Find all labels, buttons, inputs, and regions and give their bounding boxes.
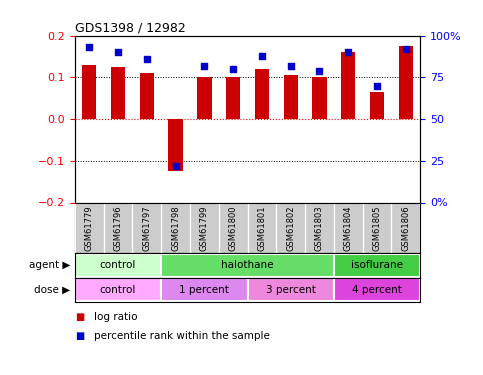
Bar bbox=[161, 254, 334, 277]
Bar bbox=[82, 65, 97, 119]
Bar bbox=[75, 254, 161, 277]
Text: GSM61796: GSM61796 bbox=[114, 205, 123, 251]
Text: 3 percent: 3 percent bbox=[266, 285, 316, 295]
Text: dose ▶: dose ▶ bbox=[34, 285, 70, 295]
Text: GSM61799: GSM61799 bbox=[200, 205, 209, 251]
Bar bbox=[226, 77, 241, 119]
Text: GSM61779: GSM61779 bbox=[85, 205, 94, 251]
Bar bbox=[370, 92, 384, 119]
Text: GSM61801: GSM61801 bbox=[257, 205, 267, 251]
Text: control: control bbox=[100, 285, 136, 295]
Text: 1 percent: 1 percent bbox=[179, 285, 229, 295]
Text: GSM61802: GSM61802 bbox=[286, 205, 295, 251]
Point bbox=[200, 63, 208, 69]
Text: log ratio: log ratio bbox=[94, 312, 138, 322]
Bar bbox=[247, 278, 334, 302]
Point bbox=[172, 163, 180, 169]
Bar bbox=[313, 77, 327, 119]
Text: GSM61804: GSM61804 bbox=[344, 205, 353, 251]
Text: agent ▶: agent ▶ bbox=[28, 260, 70, 270]
Point bbox=[402, 46, 410, 52]
Bar bbox=[255, 69, 269, 119]
Bar bbox=[75, 278, 161, 302]
Text: GSM61798: GSM61798 bbox=[171, 205, 180, 251]
Point bbox=[315, 68, 323, 74]
Text: GSM61800: GSM61800 bbox=[228, 205, 238, 251]
Point bbox=[373, 83, 381, 89]
Text: 4 percent: 4 percent bbox=[352, 285, 402, 295]
Text: GSM61797: GSM61797 bbox=[142, 205, 151, 251]
Bar bbox=[169, 119, 183, 171]
Bar bbox=[161, 278, 247, 302]
Text: control: control bbox=[100, 260, 136, 270]
Point bbox=[114, 50, 122, 55]
Text: GSM61805: GSM61805 bbox=[372, 205, 382, 251]
Bar bbox=[398, 46, 413, 119]
Point bbox=[229, 66, 237, 72]
Bar bbox=[197, 77, 212, 119]
Bar bbox=[111, 67, 125, 119]
Bar bbox=[334, 278, 420, 302]
Text: GSM61806: GSM61806 bbox=[401, 205, 411, 251]
Text: ■: ■ bbox=[75, 312, 84, 322]
Bar bbox=[334, 254, 420, 277]
Text: halothane: halothane bbox=[221, 260, 274, 270]
Text: percentile rank within the sample: percentile rank within the sample bbox=[94, 331, 270, 340]
Bar bbox=[341, 53, 355, 119]
Point bbox=[143, 56, 151, 62]
Point bbox=[287, 63, 295, 69]
Text: GDS1398 / 12982: GDS1398 / 12982 bbox=[75, 21, 185, 34]
Point bbox=[85, 44, 93, 50]
Text: GSM61803: GSM61803 bbox=[315, 205, 324, 251]
Text: isoflurane: isoflurane bbox=[351, 260, 403, 270]
Bar bbox=[140, 73, 154, 119]
Point bbox=[258, 53, 266, 58]
Text: ■: ■ bbox=[75, 331, 84, 340]
Point bbox=[344, 50, 352, 55]
Bar bbox=[284, 75, 298, 119]
